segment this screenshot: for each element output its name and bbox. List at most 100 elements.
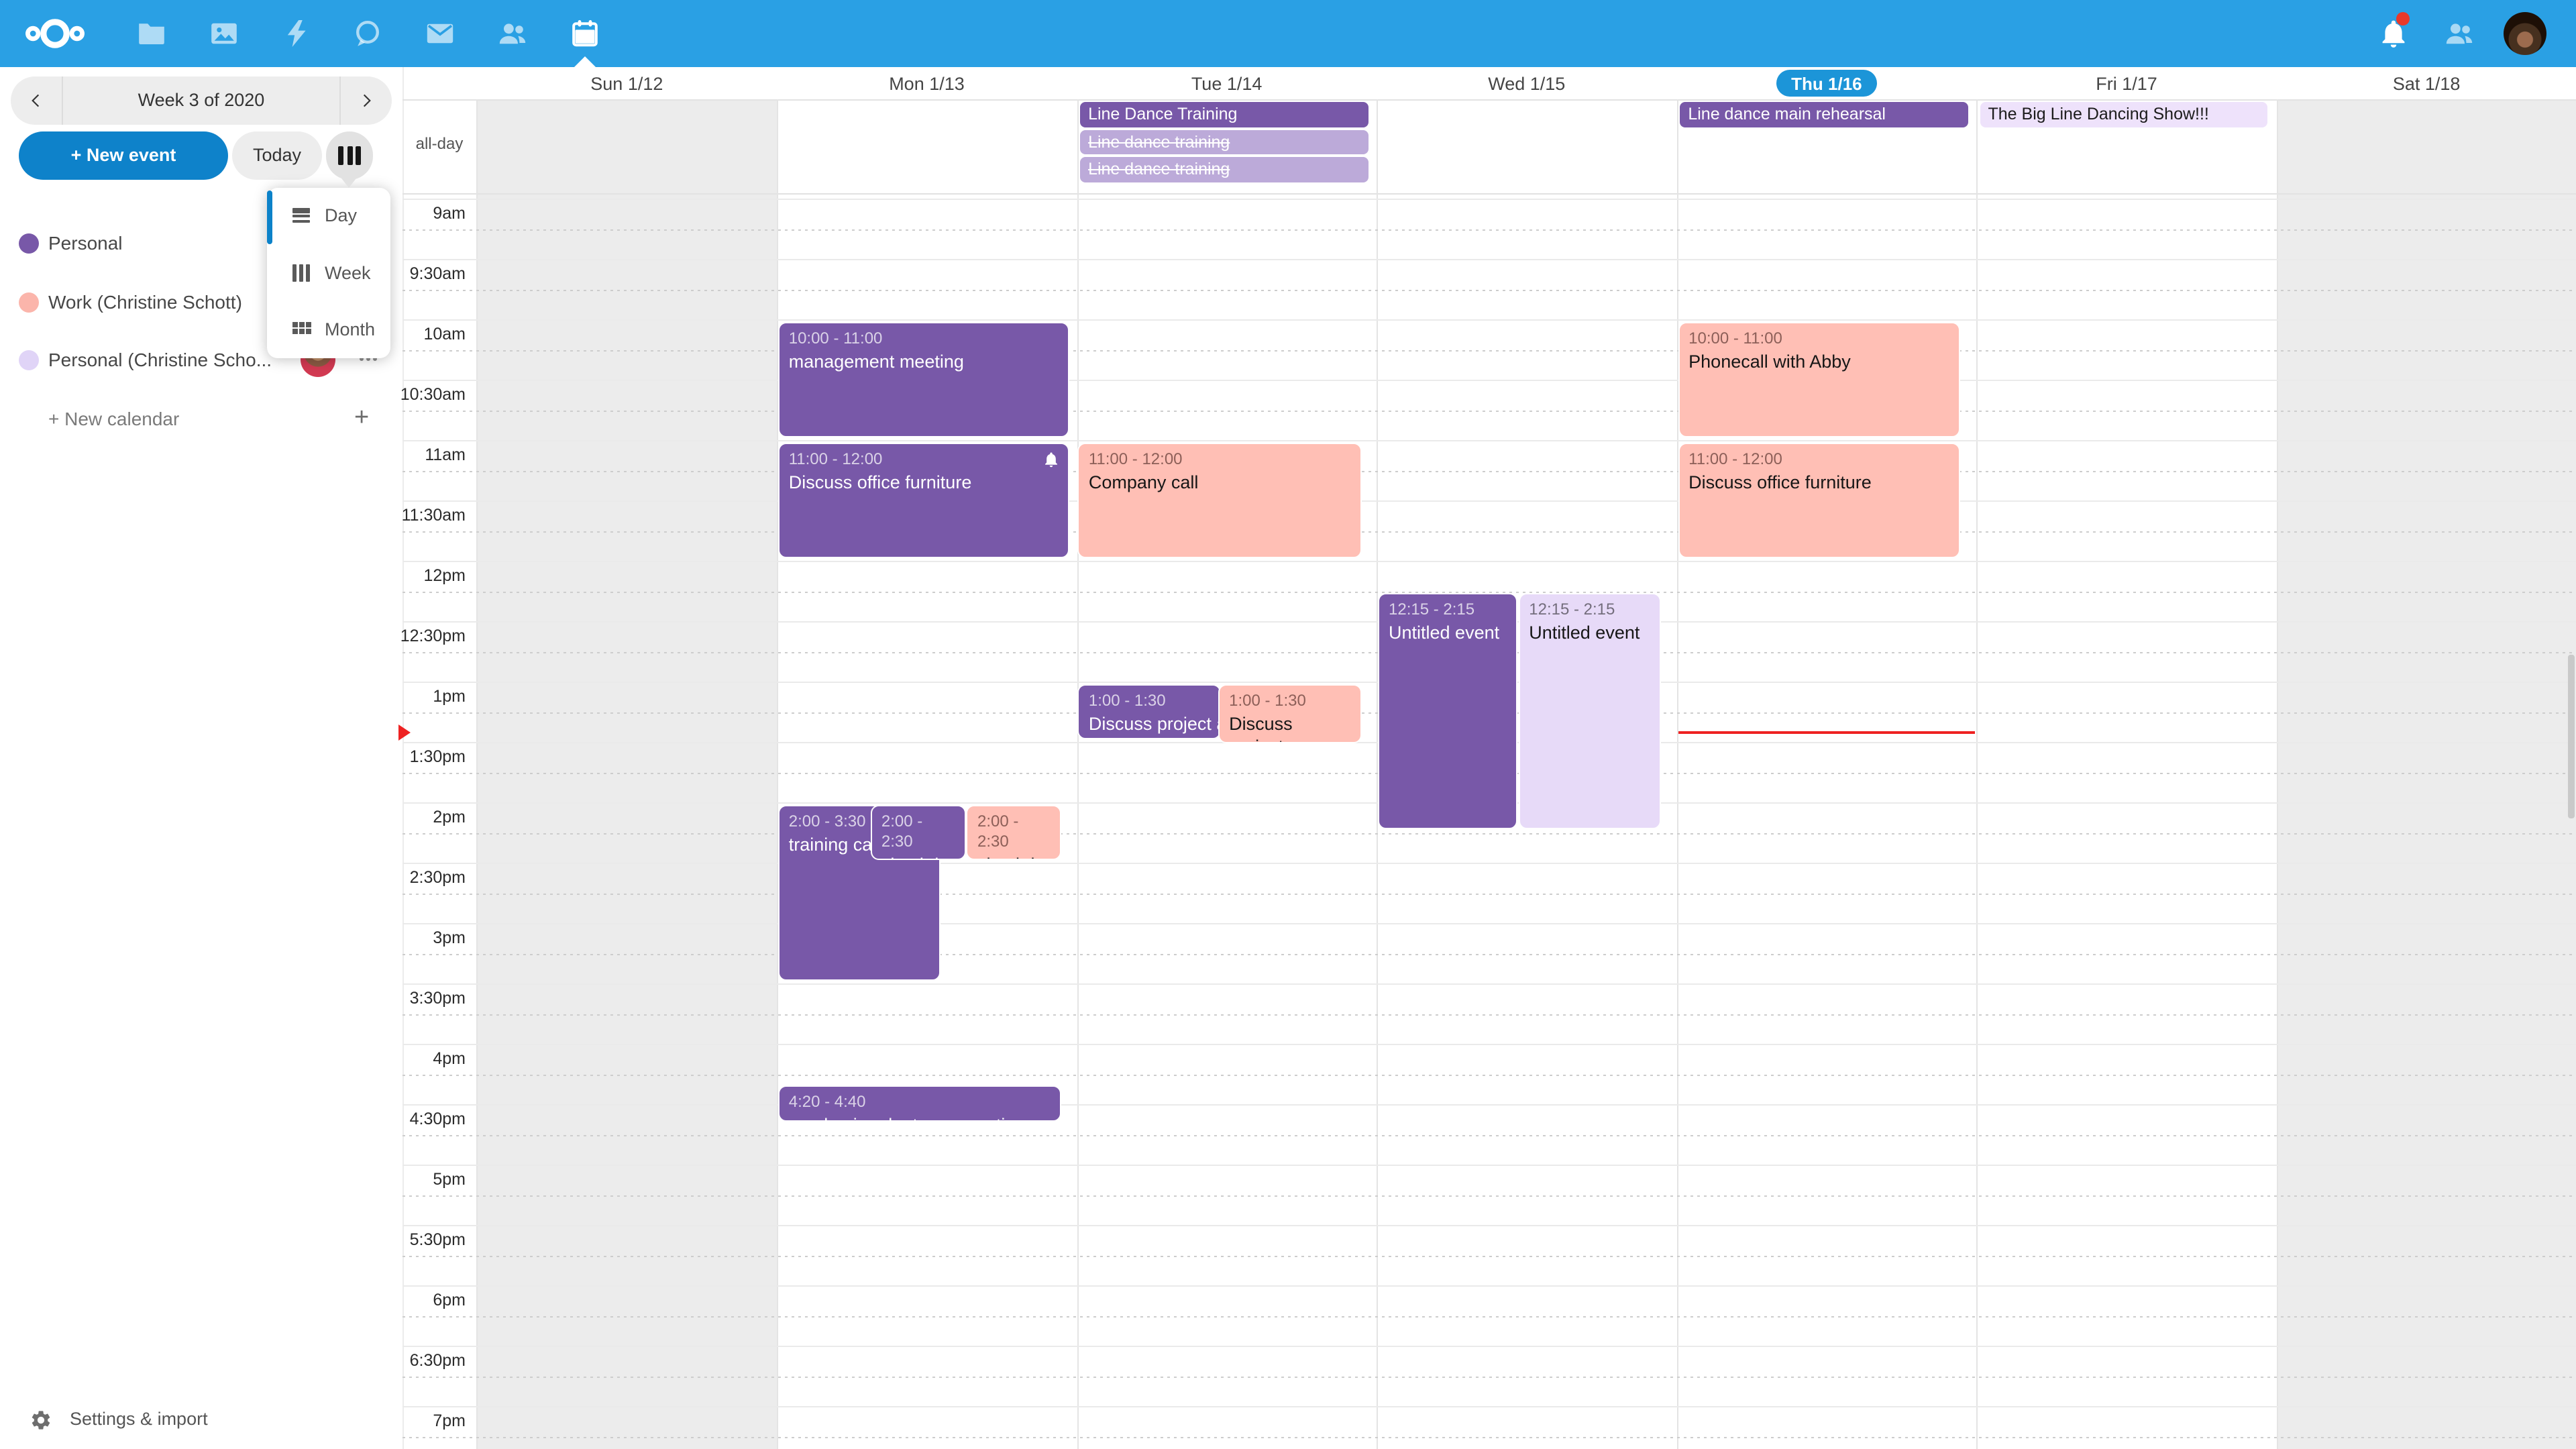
user-avatar[interactable] xyxy=(2504,12,2546,55)
plus-icon[interactable]: + xyxy=(354,404,370,432)
gridline-dotted xyxy=(402,591,2576,592)
event-title: Company call xyxy=(1088,472,1199,492)
column-separator xyxy=(476,99,478,1449)
calendar-list-item[interactable]: Work (Christine Schott) xyxy=(0,283,402,321)
allday-event[interactable]: The Big Line Dancing Show!!! xyxy=(1980,102,2268,127)
active-app-caret xyxy=(574,56,596,67)
calendar-color-dot xyxy=(19,292,39,312)
next-week-button[interactable] xyxy=(341,76,392,125)
day-header-sun[interactable]: Sun 1/12 xyxy=(477,67,777,99)
gridline-dotted xyxy=(402,410,2576,411)
app-mail-icon[interactable] xyxy=(424,17,456,50)
day-header-fri[interactable]: Fri 1/17 xyxy=(1977,67,2277,99)
allday-event[interactable]: Line dance main rehearsal xyxy=(1680,102,1968,127)
time-label: 1:30pm xyxy=(409,747,466,766)
today-pill: Thu 1/16 xyxy=(1776,70,1877,97)
day-header-wed[interactable]: Wed 1/15 xyxy=(1377,67,1676,99)
calendar-actions-icon[interactable] xyxy=(360,357,378,361)
new-calendar-button[interactable]: + New calendar xyxy=(48,408,180,429)
day-header-mon[interactable]: Mon 1/13 xyxy=(777,67,1077,99)
time-label: 11am xyxy=(425,445,466,464)
allday-event[interactable]: Line Dance Training xyxy=(1080,102,1368,127)
event-phonecall-with-abby[interactable]: 10:00 - 11:00 Phonecall with Abby xyxy=(1678,321,1961,437)
time-label: 10:30am xyxy=(400,385,466,404)
gridline-solid xyxy=(402,259,2576,260)
week-navigation: Week 3 of 2020 xyxy=(11,76,392,125)
scrollbar-thumb[interactable] xyxy=(2568,655,2574,818)
app-photos-icon[interactable] xyxy=(208,17,240,50)
event-check-in[interactable]: 2:00 - 2:30 check-in xyxy=(870,804,967,859)
day-header-sat[interactable]: Sat 1/18 xyxy=(2277,67,2576,99)
event-title: Untitled event xyxy=(1529,623,1640,643)
menu-item-month[interactable]: Month xyxy=(267,302,390,358)
day-header-label: Tue 1/14 xyxy=(1191,73,1263,93)
event-time: 2:00 - 2:30 xyxy=(977,811,1019,850)
app-activity-icon[interactable] xyxy=(280,17,312,50)
event-purchasing-dept-conversation[interactable]: 4:20 - 4:40 purchasing dept conversation xyxy=(777,1085,1061,1122)
app-files-icon[interactable] xyxy=(136,17,168,50)
settings-label: Settings & import xyxy=(70,1409,208,1429)
allday-event[interactable]: Line dance training xyxy=(1080,157,1368,182)
event-discuss-project-announcement[interactable]: 1:00 - 1:30 Discuss project announcement xyxy=(1218,684,1362,743)
column-separator xyxy=(1077,99,1079,1449)
today-button[interactable]: Today xyxy=(232,131,322,180)
gridline-solid xyxy=(402,1346,2576,1347)
nextcloud-logo-icon[interactable] xyxy=(24,15,86,52)
contacts-menu-icon[interactable] xyxy=(2443,17,2475,50)
divider xyxy=(339,76,341,125)
event-discuss-office-furniture[interactable]: 11:00 - 12:00 Discuss office furniture xyxy=(1678,442,1961,557)
event-time: 11:00 - 12:00 xyxy=(1088,449,1183,468)
event-training-call[interactable]: 2:00 - 3:30 training call xyxy=(777,804,941,980)
menu-item-week[interactable]: Week xyxy=(267,245,390,301)
allday-divider xyxy=(402,193,2576,195)
event-untitled-event[interactable]: 12:15 - 2:15 Untitled event xyxy=(1518,593,1662,829)
gridline-dotted xyxy=(402,893,2576,894)
new-event-button[interactable]: + New event xyxy=(19,131,228,180)
calendar-name: Personal (Christine Scho... xyxy=(48,349,272,370)
view-button-tail xyxy=(339,176,358,188)
divider xyxy=(62,76,63,125)
topbar xyxy=(0,0,2576,67)
event-management-meeting[interactable]: 10:00 - 11:00 management meeting xyxy=(777,321,1069,437)
event-company-call[interactable]: 11:00 - 12:00 Company call xyxy=(1077,442,1362,557)
week-label[interactable]: Week 3 of 2020 xyxy=(138,90,265,110)
gridline-dotted xyxy=(402,1014,2576,1015)
event-title: check-in xyxy=(881,853,955,858)
notifications-bell-icon[interactable] xyxy=(2377,17,2410,50)
time-label: 6pm xyxy=(433,1291,466,1309)
event-title: Discuss office furniture xyxy=(788,472,972,492)
app-contacts-icon[interactable] xyxy=(496,17,529,50)
calendar-name: Personal xyxy=(48,232,123,254)
event-title: management meeting xyxy=(788,351,964,371)
app-talk-icon[interactable] xyxy=(352,17,384,50)
current-time-arrow-icon xyxy=(398,724,410,741)
sidebar-border xyxy=(402,67,404,1449)
calendar-name: Work (Christine Schott) xyxy=(48,291,242,313)
time-label: 7pm xyxy=(433,1411,466,1430)
previous-week-button[interactable] xyxy=(11,76,62,125)
event-discuss-office-furniture[interactable]: 11:00 - 12:00 Discuss office furniture xyxy=(777,442,1069,557)
event-untitled-event[interactable]: 12:15 - 2:15 Untitled event xyxy=(1378,593,1518,829)
gridline-dotted xyxy=(402,953,2576,955)
app-calendar-icon[interactable] xyxy=(569,17,601,50)
day-header-label: Mon 1/13 xyxy=(889,73,965,93)
calendar-list-item[interactable]: Personal xyxy=(0,224,402,262)
gridline-solid xyxy=(402,500,2576,502)
notification-dot xyxy=(2396,12,2410,25)
menu-item-label: Day xyxy=(325,205,358,225)
day-header-thu[interactable]: Thu 1/16 xyxy=(1676,67,1976,99)
allday-event[interactable]: Line dance training xyxy=(1080,129,1368,155)
time-label: 10am xyxy=(423,325,466,343)
day-header-tue[interactable]: Tue 1/14 xyxy=(1077,67,1377,99)
view-mode-menu: Day Week Month xyxy=(267,188,390,358)
column-separator xyxy=(2276,99,2278,1449)
weekend-shade xyxy=(2277,99,2576,1449)
event-check-in[interactable]: 2:00 - 2:30 check-in xyxy=(966,804,1061,859)
view-mode-button[interactable] xyxy=(326,131,373,180)
column-separator xyxy=(1676,99,1678,1449)
event-discuss-project-announcement[interactable]: 1:00 - 1:30 Discuss project announcement xyxy=(1077,684,1222,739)
menu-item-day[interactable]: Day xyxy=(267,188,390,244)
event-title: training call xyxy=(788,834,881,854)
